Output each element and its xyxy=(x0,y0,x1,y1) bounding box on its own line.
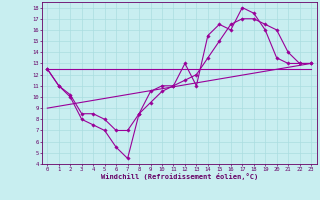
X-axis label: Windchill (Refroidissement éolien,°C): Windchill (Refroidissement éolien,°C) xyxy=(100,173,258,180)
